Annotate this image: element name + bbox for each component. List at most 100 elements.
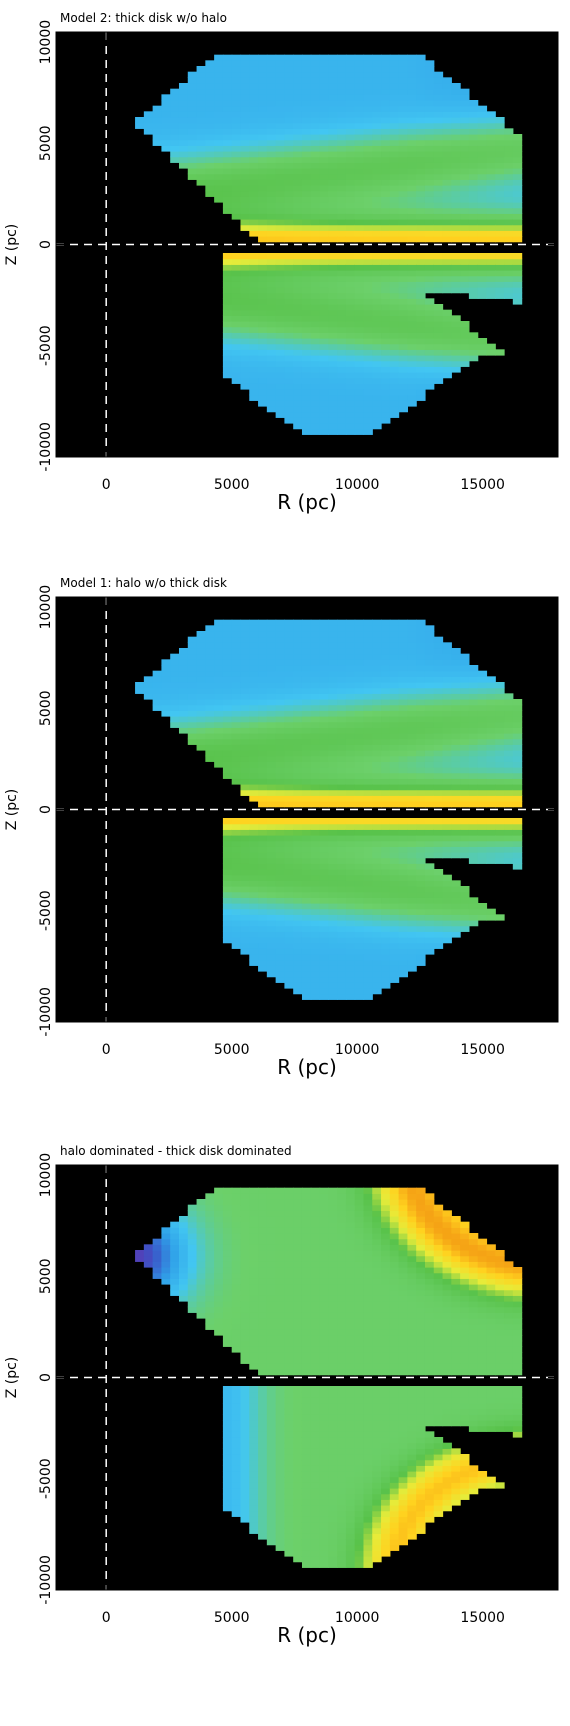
heatmap-cell — [240, 755, 250, 762]
heatmap-cell — [416, 60, 426, 67]
heatmap-cell — [275, 100, 286, 107]
heatmap-cell — [214, 111, 224, 118]
heatmap-cell — [363, 738, 373, 745]
heatmap-cell — [222, 863, 233, 870]
heatmap-cell — [495, 801, 505, 808]
heatmap-cell — [249, 230, 259, 237]
heatmap-cell — [451, 699, 461, 706]
heatmap-cell — [275, 665, 286, 672]
heatmap-cell — [389, 886, 400, 893]
heatmap-cell — [381, 326, 391, 333]
heatmap-cell — [354, 886, 365, 893]
heatmap-cell — [187, 727, 198, 734]
heatmap-cell — [222, 1391, 233, 1398]
heatmap-cell — [161, 699, 171, 706]
heatmap-cell — [460, 190, 470, 197]
heatmap-cell — [275, 721, 286, 728]
heatmap-cell — [249, 823, 259, 830]
heatmap-cell — [205, 659, 215, 666]
heatmap-cell — [293, 914, 303, 921]
heatmap-cell — [310, 937, 321, 944]
heatmap-cell — [486, 676, 496, 683]
heatmap-cell — [293, 1454, 303, 1461]
heatmap-cell — [222, 755, 233, 762]
heatmap-cell — [389, 105, 400, 112]
heatmap-cell — [407, 264, 417, 271]
heatmap-cell — [249, 954, 259, 961]
heatmap-cell — [389, 891, 400, 898]
heatmap-cell — [249, 54, 259, 61]
heatmap-cell — [205, 77, 215, 84]
heatmap-cell — [310, 676, 321, 683]
heatmap-cell — [442, 151, 452, 158]
heatmap-cell — [231, 670, 242, 677]
heatmap-cell — [381, 355, 391, 362]
heatmap-cell — [337, 659, 347, 666]
heatmap-cell — [416, 258, 426, 265]
heatmap-cell — [319, 1244, 329, 1251]
heatmap-cell — [460, 224, 470, 231]
heatmap-cell — [196, 699, 206, 706]
heatmap-cell — [433, 207, 444, 214]
heatmap-cell — [231, 778, 242, 785]
heatmap-cell — [407, 258, 417, 265]
heatmap-cell — [416, 857, 426, 864]
heatmap-cell — [495, 264, 505, 271]
heatmap-cell — [389, 693, 400, 700]
heatmap-cell — [381, 840, 391, 847]
heatmap-cell — [310, 122, 321, 129]
heatmap-cell — [495, 767, 505, 774]
heatmap-cell — [442, 179, 452, 186]
heatmap-cell — [205, 648, 215, 655]
heatmap-cell — [196, 710, 206, 717]
heatmap-cell — [275, 789, 286, 796]
heatmap-cell — [398, 965, 408, 972]
heatmap-cell — [389, 795, 400, 802]
heatmap-cell — [301, 1301, 312, 1308]
heatmap-cell — [389, 71, 400, 78]
heatmap-cell — [372, 665, 382, 672]
heatmap-cell — [187, 670, 198, 677]
heatmap-cell — [337, 625, 347, 632]
heatmap-cell — [328, 704, 338, 711]
heatmap-cell — [442, 309, 452, 316]
heatmap-cell — [328, 1346, 338, 1353]
heatmap-cell — [486, 258, 496, 265]
heatmap-cell — [196, 77, 206, 84]
heatmap-cell — [416, 891, 426, 898]
heatmap-cell — [205, 1244, 215, 1251]
heatmap-cell — [284, 128, 294, 135]
heatmap-cell — [416, 733, 426, 740]
heatmap-cell — [301, 1250, 312, 1257]
heatmap-cell — [354, 309, 365, 316]
heatmap-cell — [170, 721, 180, 728]
heatmap-cell — [266, 631, 277, 638]
heatmap-cell — [354, 151, 365, 158]
heatmap-cell — [249, 795, 259, 802]
heatmap-cell — [337, 959, 347, 966]
heatmap-cell — [196, 66, 206, 73]
heatmap-cell — [416, 117, 426, 124]
heatmap-cell — [407, 77, 417, 84]
heatmap-cell — [266, 1454, 277, 1461]
heatmap-cell — [266, 1227, 277, 1234]
heatmap-cell — [424, 94, 435, 101]
heatmap-cell — [389, 687, 400, 694]
heatmap-cell — [433, 105, 444, 112]
heatmap-cell — [433, 886, 444, 893]
heatmap-cell — [460, 253, 470, 260]
heatmap-cell — [293, 1221, 303, 1228]
heatmap-cell — [354, 971, 365, 978]
heatmap-cell — [407, 931, 417, 938]
heatmap-cell — [284, 1284, 294, 1291]
heatmap-cell — [381, 264, 391, 271]
heatmap-cell — [249, 168, 259, 175]
heatmap-cell — [170, 134, 180, 141]
heatmap-cell — [337, 772, 347, 779]
heatmap-cell — [468, 111, 479, 118]
heatmap-cell — [205, 111, 215, 118]
heatmap-cell — [249, 190, 259, 197]
heatmap-cell — [398, 406, 408, 413]
heatmap-cell — [363, 54, 373, 61]
heatmap-cell — [433, 925, 444, 932]
